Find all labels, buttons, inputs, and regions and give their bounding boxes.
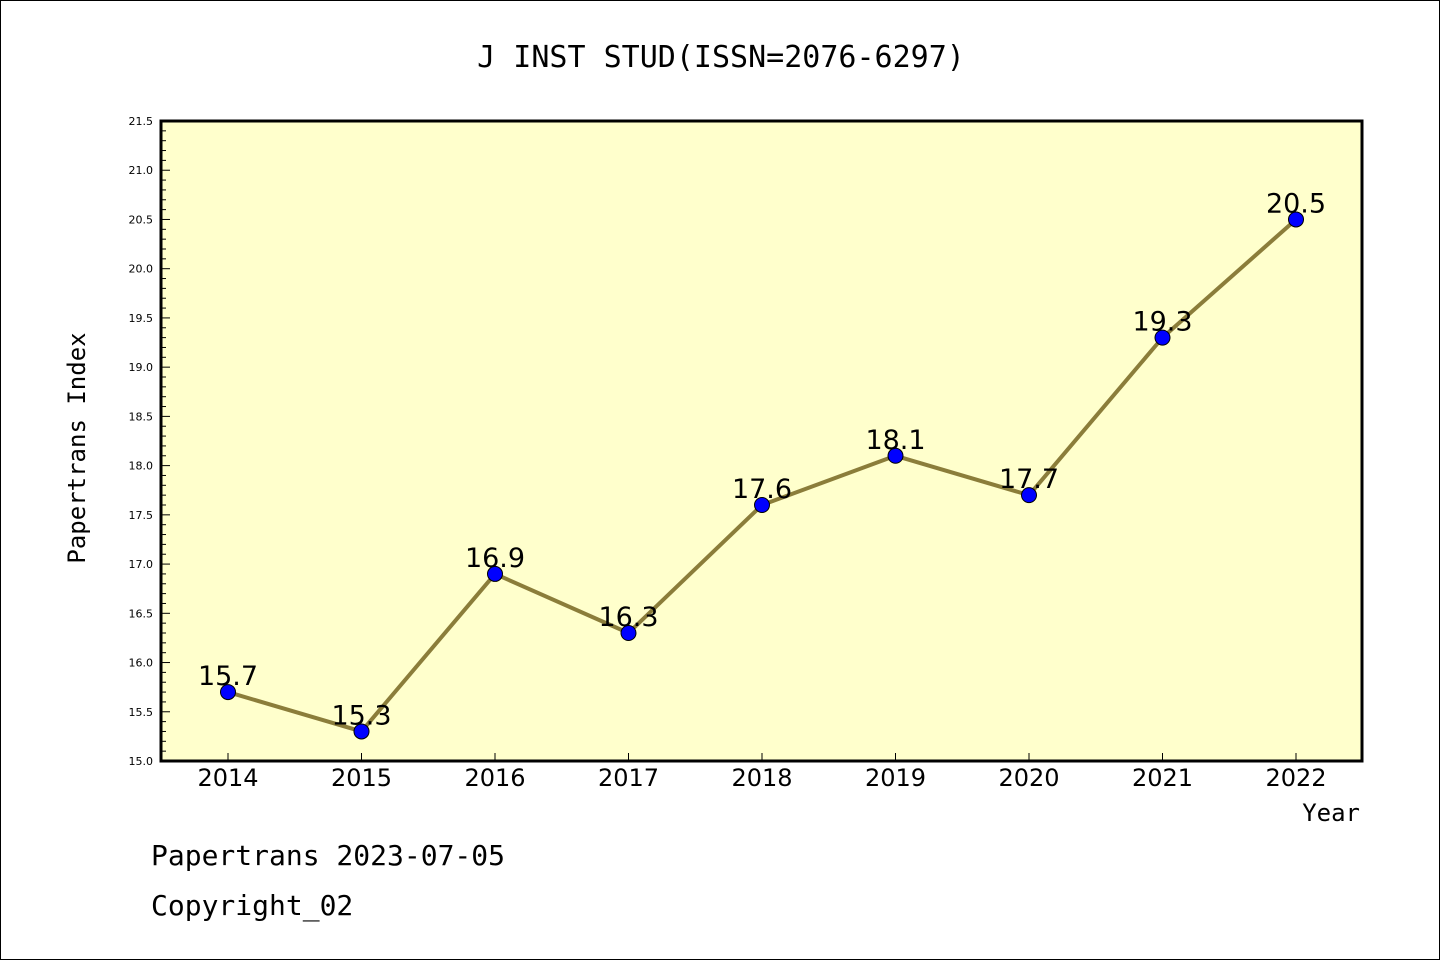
footer-copyright: Copyright_02 [151, 889, 353, 923]
data-label: 16.9 [465, 543, 525, 574]
y-tick-label: 18.5 [129, 410, 154, 423]
data-point [1288, 211, 1304, 228]
data-label: 15.7 [198, 661, 258, 692]
data-point [620, 625, 637, 641]
x-tick-label: 2018 [731, 764, 792, 792]
y-tick-label: 16.5 [129, 607, 154, 620]
y-tick-label: 16.0 [129, 657, 154, 670]
data-point [887, 447, 904, 464]
y-tick-label: 17.0 [129, 558, 154, 571]
y-tick-label: 19.0 [129, 361, 154, 374]
x-tick-label: 2016 [464, 764, 525, 792]
y-tick-label: 17.5 [129, 509, 154, 522]
x-tick-label: 2017 [598, 764, 659, 792]
y-tick-label: 15.5 [129, 706, 154, 719]
data-label-group: 15.7 15.3 16.9 16.3 17.6 18.1 17.7 19.3 20.5 [198, 188, 1326, 731]
y-tick-label: 19.5 [129, 312, 154, 325]
x-axis-label: Year [1302, 799, 1360, 827]
plot-frame [159, 119, 1364, 763]
data-label: 20.5 [1266, 188, 1326, 219]
data-point [754, 497, 770, 513]
data-point [487, 565, 503, 582]
y-tick-label: 18.0 [129, 460, 154, 473]
data-label: 16.3 [598, 602, 658, 633]
x-axis: 2014 2015 2016 2017 2018 2019 2020 2021 2022 [197, 753, 1327, 792]
plot-area [161, 121, 1362, 761]
y-tick-label: 21.0 [129, 164, 154, 177]
data-label: 15.3 [331, 700, 391, 731]
y-tick-label: 21.5 [129, 115, 154, 128]
data-label: 17.6 [732, 474, 792, 505]
y-tick-label: 15.0 [129, 755, 154, 768]
series-line-group [220, 211, 1304, 740]
x-tick-label: 2022 [1265, 764, 1326, 792]
y-tick-label: 20.5 [129, 213, 154, 226]
footer-date: Papertrans 2023-07-05 [151, 839, 505, 872]
y-axis-label: Papertrans Index [63, 332, 91, 563]
x-tick-label: 2020 [998, 764, 1059, 792]
data-point [353, 723, 370, 740]
x-tick-label: 2014 [197, 764, 258, 792]
data-label: 17.7 [999, 464, 1059, 495]
x-tick-label: 2019 [865, 764, 926, 792]
data-point [1154, 329, 1171, 346]
data-point [1021, 487, 1037, 504]
data-point [220, 684, 236, 701]
x-tick-label: 2015 [331, 764, 392, 792]
data-label: 18.1 [865, 425, 925, 456]
chart-title: J INST STUD(ISSN=2076-6297) [477, 40, 965, 75]
x-tick-label: 2021 [1132, 764, 1193, 792]
y-tick-label: 20.0 [129, 263, 154, 276]
data-label: 19.3 [1132, 307, 1192, 338]
